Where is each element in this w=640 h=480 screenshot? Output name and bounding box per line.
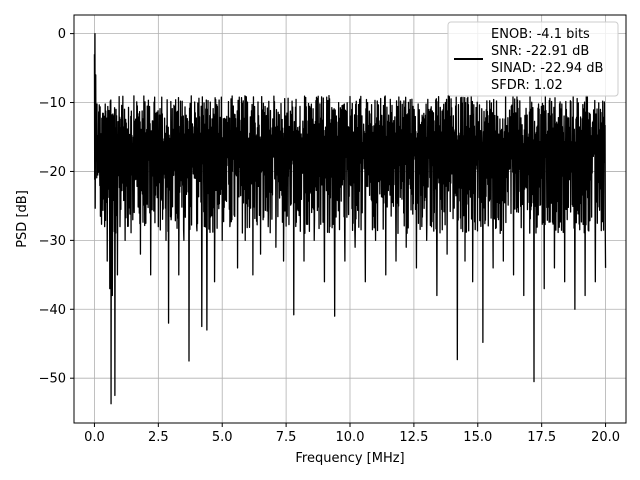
y-tick-label: 0	[58, 27, 66, 42]
legend-snr: SNR: -22.91 dB	[491, 44, 589, 59]
y-tick-label: −50	[39, 372, 66, 387]
y-axis-label: PSD [dB]	[15, 190, 30, 248]
x-tick-label: 17.5	[527, 430, 556, 445]
legend-sinad: SINAD: -22.94 dB	[491, 61, 603, 76]
x-tick-label: 20.0	[591, 430, 620, 445]
y-tick-label: −40	[39, 303, 66, 318]
legend: ENOB: -4.1 bits SNR: -22.91 dB SINAD: -2…	[447, 21, 619, 97]
x-tick-label: 0.0	[84, 430, 105, 445]
x-tick-label: 2.5	[148, 430, 169, 445]
x-tick-label: 7.5	[276, 430, 297, 445]
x-tick-label: 15.0	[463, 430, 492, 445]
axis-ticks: 0.0 2.5 5.0 7.5 10.0 12.5 15.0 17.5 20.0 0 −10 −20 −…	[39, 27, 620, 445]
legend-box	[447, 21, 619, 97]
psd-trace	[93, 32, 607, 405]
legend-enob: ENOB: -4.1 bits	[491, 27, 590, 42]
series-line	[93, 32, 607, 405]
x-tick-label: 12.5	[399, 430, 428, 445]
y-tick-label: −20	[39, 165, 66, 180]
x-tick-label: 10.0	[336, 430, 365, 445]
x-axis-label: Frequency [MHz]	[295, 451, 404, 466]
y-tick-label: −10	[39, 96, 66, 111]
legend-sfdr: SFDR: 1.02	[491, 78, 563, 93]
x-tick-label: 5.0	[212, 430, 233, 445]
y-tick-label: −30	[39, 234, 66, 249]
